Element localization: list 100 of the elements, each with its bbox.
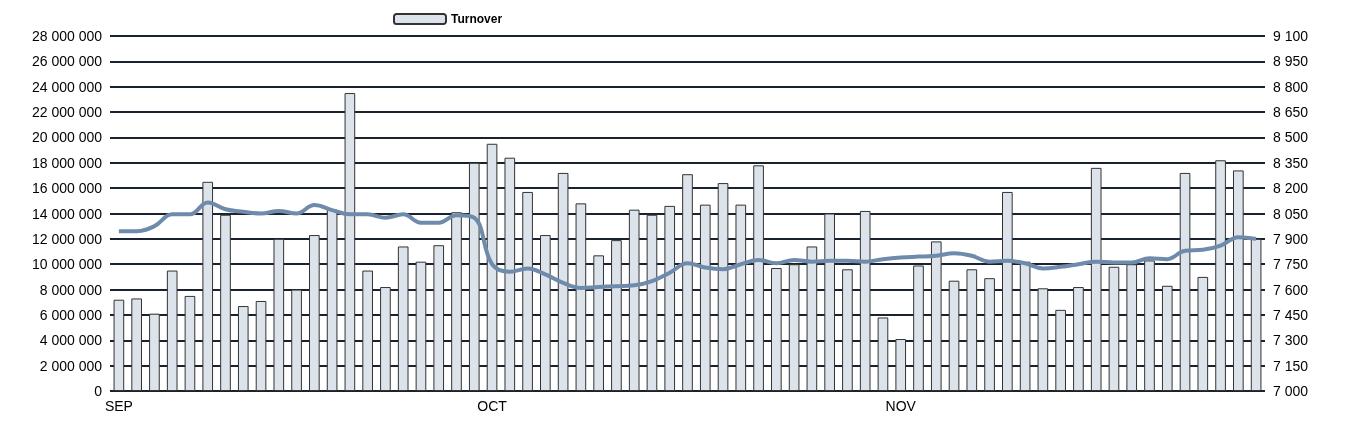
y2-tick-label: 7 600: [1273, 281, 1309, 298]
y2-tick-label: 7 150: [1273, 357, 1309, 374]
x-tick-label: NOV: [885, 398, 917, 414]
y2-tick-label: 7 000: [1273, 383, 1309, 399]
bar: [771, 268, 782, 391]
bar: [788, 264, 800, 391]
y-tick-label: 14 000 000: [31, 205, 103, 222]
y-tick-label: 2 000 000: [39, 357, 103, 374]
bar: [735, 204, 747, 391]
bar: [646, 214, 658, 391]
bar: [326, 209, 338, 391]
bar: [682, 174, 693, 391]
bar: [913, 265, 924, 391]
bar: [628, 209, 640, 391]
bar: [806, 246, 818, 391]
y-tick-label: 20 000 000: [31, 129, 103, 146]
bar: [859, 210, 871, 391]
bar: [1073, 287, 1084, 391]
y-tick-label: 18 000 000: [31, 154, 103, 171]
y-tick-label: 24 000 000: [31, 78, 103, 95]
line-series: [116, 200, 1259, 290]
bar: [291, 289, 302, 391]
bar: [1161, 285, 1173, 391]
bar: [486, 143, 498, 391]
bar: [184, 295, 196, 391]
bar: [433, 245, 445, 391]
bar: [1144, 260, 1155, 391]
bar: [877, 317, 889, 391]
bar: [1019, 261, 1031, 391]
bar: [131, 298, 142, 391]
y2-tick-label: 9 100: [1273, 28, 1309, 44]
bar: [344, 93, 356, 391]
x-tick-label: SEP: [104, 398, 133, 414]
bar: [1126, 264, 1138, 391]
bar: [113, 299, 125, 391]
bar: [1215, 160, 1226, 391]
bar: [504, 157, 516, 391]
bar: [273, 238, 285, 391]
bar: [1250, 238, 1262, 391]
bar: [237, 306, 249, 391]
y-tick-label: 10 000 000: [31, 256, 103, 273]
y-tick-label: 0: [94, 383, 103, 399]
bar: [255, 300, 267, 391]
bar: [149, 313, 160, 391]
bar: [824, 213, 835, 391]
bar: [1179, 172, 1191, 391]
y-tick-label: 16 000 000: [31, 180, 103, 197]
y2-tick-label: 7 450: [1273, 306, 1309, 323]
y2-tick-label: 7 900: [1273, 230, 1309, 247]
bar: [1002, 191, 1013, 391]
legend-label: Turnover: [451, 12, 503, 26]
y-tick-label: 4 000 000: [39, 332, 103, 349]
y-tick-label: 26 000 000: [31, 53, 103, 70]
y2-tick-label: 8 200: [1273, 180, 1309, 197]
bar: [966, 269, 978, 391]
bar: [468, 162, 480, 391]
y2-tick-label: 7 300: [1273, 332, 1309, 349]
y-tick-label: 28 000 000: [31, 28, 103, 44]
bar: [362, 270, 373, 391]
y2-tick-label: 8 800: [1273, 78, 1309, 95]
bar: [664, 205, 676, 391]
bar: [1090, 167, 1102, 391]
bar: [220, 214, 231, 391]
bar: [930, 241, 942, 391]
bar: [1197, 276, 1209, 391]
bar: [415, 261, 427, 391]
bar: [166, 270, 178, 391]
y2-tick-label: 8 950: [1273, 53, 1309, 70]
bar: [1055, 309, 1066, 391]
y2-tick-label: 8 050: [1273, 205, 1309, 222]
bar: [380, 287, 391, 391]
bar: [895, 339, 907, 391]
y-tick-label: 6 000 000: [39, 306, 103, 323]
bar: [451, 212, 462, 391]
bar: [842, 269, 853, 391]
bar: [575, 203, 587, 391]
bar: [948, 280, 960, 391]
bar: [522, 191, 533, 391]
bar: [309, 235, 320, 391]
bar: [1037, 288, 1049, 391]
bar: [202, 181, 214, 391]
bar: [611, 240, 622, 391]
y2-tick-label: 8 500: [1273, 129, 1309, 146]
bar: [540, 235, 551, 391]
bar: [717, 183, 729, 391]
y-tick-label: 22 000 000: [31, 104, 103, 121]
x-tick-label: OCT: [477, 398, 508, 414]
y-tick-label: 8 000 000: [39, 281, 103, 298]
bar: [397, 246, 409, 391]
y-tick-label: 12 000 000: [31, 230, 103, 247]
y2-tick-label: 8 350: [1273, 154, 1309, 171]
bar: [1233, 170, 1244, 391]
bar: [699, 204, 711, 391]
bar: [593, 255, 604, 391]
bar: [1108, 266, 1120, 391]
y2-tick-label: 8 650: [1273, 104, 1309, 121]
y2-tick-label: 7 750: [1273, 256, 1309, 273]
bar: [557, 172, 569, 391]
bar: [984, 278, 995, 391]
bar: [753, 165, 764, 391]
